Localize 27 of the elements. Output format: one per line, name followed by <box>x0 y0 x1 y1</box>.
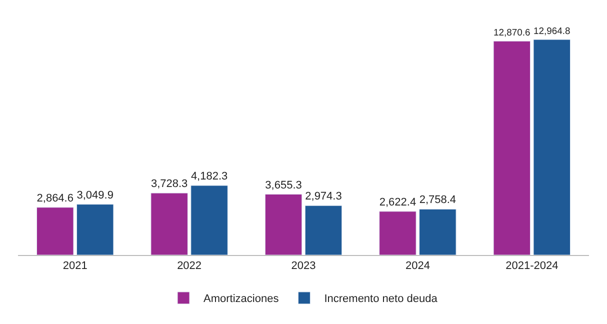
bar <box>76 204 114 255</box>
x-tick-label: 2022 <box>177 260 202 272</box>
bar <box>533 39 571 255</box>
bar <box>150 192 188 255</box>
x-tick-label: 2021-2024 <box>506 260 558 272</box>
data-label: 12,964.8 <box>534 26 570 37</box>
legend-label: Incremento neto deuda <box>324 293 438 306</box>
data-label: 2,974.3 <box>305 190 342 203</box>
data-label: 2,864.6 <box>36 192 74 204</box>
data-label: 3,049.9 <box>76 189 114 202</box>
bar <box>493 40 531 255</box>
bar <box>190 185 228 255</box>
x-tick-label: 2021 <box>62 260 88 272</box>
bar <box>304 205 342 255</box>
bar <box>419 208 456 255</box>
bar <box>36 207 74 255</box>
x-tick-label: 2023 <box>291 260 316 272</box>
data-label: 4,182.3 <box>190 170 228 182</box>
legend-label: Amortizaciones <box>204 293 280 306</box>
data-label: 12,870.6 <box>494 28 530 39</box>
bar <box>264 194 302 255</box>
bar <box>379 211 416 255</box>
data-label: 2,622.4 <box>379 196 416 208</box>
x-tick-label: 2024 <box>405 260 430 272</box>
data-label: 3,655.3 <box>265 179 302 192</box>
data-label: 2,758.4 <box>419 194 456 206</box>
data-label: 3,728.3 <box>150 178 188 190</box>
